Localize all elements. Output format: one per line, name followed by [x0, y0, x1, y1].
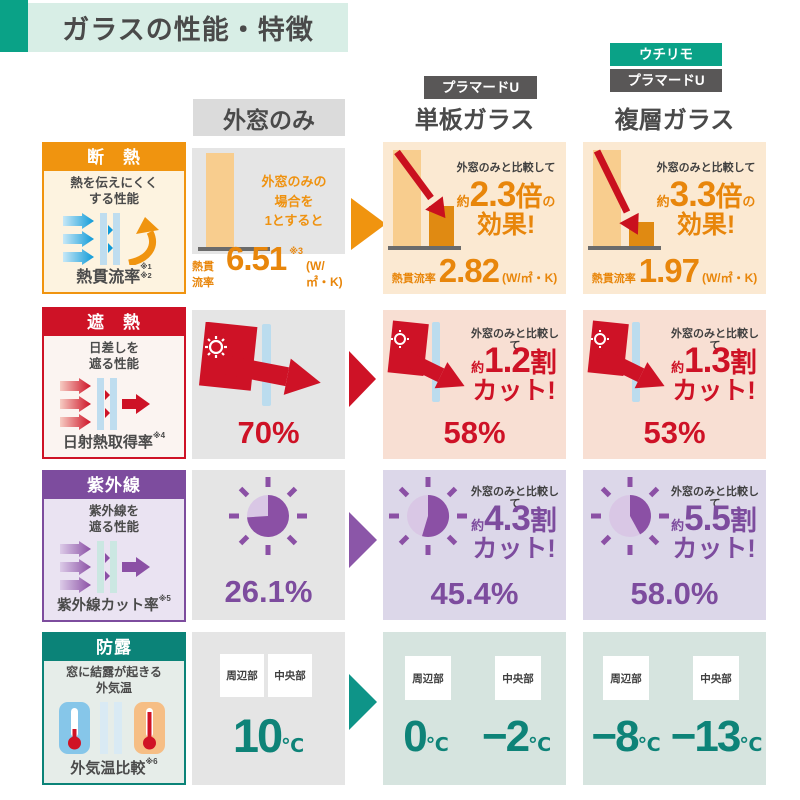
double-column-label: 複層ガラス	[614, 107, 735, 134]
cell-uv-single: 外窓のみと比較して 約4.3割 カット! 45.4%	[383, 470, 566, 620]
chip-center: 中央部	[495, 656, 541, 700]
row-label-uv: 紫外線 紫外線を 遮る性能 紫外線カット率※5	[42, 470, 186, 622]
title-accent-square	[0, 0, 28, 52]
baseline-bar	[206, 153, 234, 247]
uv-cut-baseline: 26.1%	[224, 574, 313, 609]
sun-pie-icon	[389, 477, 467, 555]
row-title-uv: 紫外線	[44, 472, 184, 499]
baseline-column-label: 外窓のみ	[223, 106, 315, 133]
row-title-insulation: 断 熱	[44, 144, 184, 171]
effect-text: 約4.3割 カット!	[471, 499, 557, 563]
effect-text: 約1.2割 カット!	[471, 341, 557, 405]
title-banner: ガラスの性能・特徴	[28, 3, 348, 52]
compare-note: 外窓のみと比較して	[456, 162, 556, 174]
compare-note: 外窓のみと比較して	[471, 486, 559, 511]
cell-condensation-single: 周辺部 中央部 0℃ −2℃	[383, 632, 566, 785]
temp-outer: 0℃	[403, 712, 449, 761]
shgc-double: 53%	[643, 415, 706, 450]
sun-through-glass-icon	[587, 320, 665, 402]
compare-note: 外窓のみと比較して	[656, 162, 756, 174]
uv-arrows-icon	[60, 540, 150, 593]
compare-note: 外窓のみと比較して	[471, 328, 559, 353]
u-value-single: 熱貫流率 2.82 (W/㎡・K)	[391, 252, 558, 289]
page-title: ガラスの性能・特徴	[62, 15, 314, 45]
thermometers-icon	[59, 702, 165, 755]
shgc-baseline: 70%	[237, 415, 300, 450]
temp-center: −13℃	[670, 712, 763, 761]
u-value-baseline: 熱貫流率 6.51 ※3 (W/㎡・K)	[192, 240, 343, 289]
sun-pie-icon	[591, 477, 669, 555]
chip-outer: 周辺部	[603, 656, 649, 700]
temp-center: −2℃	[481, 712, 552, 761]
arrow-condensation	[349, 674, 377, 730]
baseline-hint: 外窓のみの 場合を 1とすると	[261, 174, 327, 228]
metric-name: 日射熱取得率	[62, 434, 153, 451]
cell-uv-baseline: 26.1%	[192, 470, 345, 620]
effect-text: 約5.5割 カット!	[671, 499, 757, 563]
double-column-product-badge: プラマードU	[610, 69, 722, 92]
row-label-condensation: 防露 窓に結露が起きる 外気温 外気温比較※6	[42, 632, 186, 785]
cell-condensation-double: 周辺部 中央部 −8℃ −13℃	[583, 632, 766, 785]
reduction-arrow-icon	[593, 149, 639, 235]
row-label-insulation: 断 熱 熱を伝えにくく する性能 熱貫流率 ※1 ※2	[42, 142, 186, 294]
single-column-label: 単板ガラス	[414, 107, 535, 134]
reduction-arrow-icon	[394, 149, 446, 219]
temp-outer: −8℃	[591, 712, 661, 761]
chip-center: 中央部	[693, 656, 739, 700]
u-value-double: 熱貫流率 1.97 (W/㎡・K)	[591, 252, 758, 289]
metric-name: 紫外線カット率	[57, 598, 159, 614]
cell-insulation-double: 外窓のみと比較して 約3.3倍の 効果! 熱貫流率 1.97 (W/㎡・K)	[583, 142, 766, 294]
sun-pie-icon	[229, 477, 307, 555]
effect-text: 約3.3倍の 効果!	[656, 175, 756, 239]
row-title-condensation: 防露	[44, 634, 184, 661]
arrow-insulation	[351, 198, 386, 250]
uv-cut-double: 58.0%	[630, 576, 719, 611]
chart-baseline-line	[198, 247, 270, 251]
sun-through-glass-icon	[387, 320, 465, 402]
metric-name: 熱貫流率	[76, 269, 141, 286]
cell-shading-double: 外窓のみと比較して 約1.3割 カット! 53%	[583, 310, 766, 459]
arrow-uv	[349, 512, 377, 568]
shgc-single: 58%	[443, 415, 506, 450]
cell-shading-single: 外窓のみと比較して 約1.2割 カット! 58%	[383, 310, 566, 459]
row-desc: 熱を伝えにくく	[70, 176, 158, 190]
row-title-shading: 遮 熱	[44, 309, 184, 336]
sun-through-glass-icon	[198, 322, 321, 406]
chip-center: 中央部	[268, 654, 312, 697]
insulation-arrows-icon	[63, 212, 159, 266]
compare-note: 外窓のみと比較して	[671, 486, 759, 511]
cell-shading-baseline: 70%	[192, 310, 345, 459]
cell-uv-double: 外窓のみと比較して 約5.5割 カット! 58.0%	[583, 470, 766, 620]
effect-text: 約1.3割 カット!	[671, 341, 757, 405]
uv-cut-single: 45.4%	[430, 576, 519, 611]
chip-outer: 周辺部	[405, 656, 451, 700]
cell-condensation-baseline: 周辺部 中央部 10℃	[192, 632, 345, 785]
temp-baseline: 10℃	[232, 709, 305, 762]
compare-note: 外窓のみと比較して	[671, 328, 759, 353]
footnote-marks: ※1 ※2	[140, 262, 152, 280]
column-header-baseline: 外窓のみ	[193, 99, 345, 136]
row-label-shading: 遮 熱 日差しを 遮る性能 日射熱取得率※4	[42, 307, 186, 459]
cell-insulation-single: 外窓のみと比較して 約2.3倍の 効果! 熱貫流率 2.82 (W/㎡・K)	[383, 142, 566, 294]
effect-text: 約2.3倍の 効果!	[456, 175, 556, 239]
double-column-brand-badge: ウチリモ	[610, 43, 722, 66]
cell-insulation-baseline: 外窓のみの 場合を 1とすると 熱貫流率 6.51 ※3 (W/㎡・K)	[192, 142, 345, 294]
chip-outer: 周辺部	[220, 654, 264, 697]
arrow-shading	[349, 351, 376, 407]
shading-arrows-icon	[60, 377, 150, 430]
single-column-product-badge: プラマードU	[424, 76, 537, 99]
metric-name: 外気温比較	[70, 760, 146, 777]
